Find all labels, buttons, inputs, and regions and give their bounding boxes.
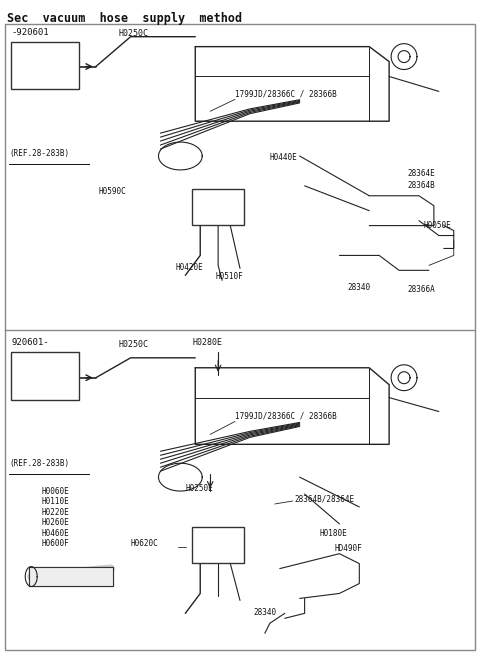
Text: H0250C: H0250C — [119, 29, 149, 37]
Text: 1799JD/28366C / 28366B: 1799JD/28366C / 28366B — [235, 411, 337, 420]
Text: H0180E: H0180E — [320, 529, 348, 538]
Text: H0510F: H0510F — [215, 273, 243, 281]
Text: H0250C: H0250C — [119, 340, 149, 349]
Bar — [12, 352, 79, 399]
Text: 28364B/28364E: 28364B/28364E — [295, 494, 355, 503]
Text: H0280E: H0280E — [192, 338, 222, 347]
Bar — [29, 566, 113, 587]
Text: 28340: 28340 — [253, 608, 276, 618]
Text: E.G.R
VLV: E.G.R VLV — [206, 191, 230, 210]
Bar — [12, 41, 79, 89]
Text: HD490F: HD490F — [335, 544, 362, 553]
Text: H0420E: H0420E — [175, 263, 203, 273]
Text: 1799JD/28366C / 28366B: 1799JD/28366C / 28366B — [235, 89, 337, 99]
Text: H0590C: H0590C — [99, 187, 127, 196]
Text: H0250E: H0250E — [185, 484, 213, 493]
Text: 28366A: 28366A — [407, 285, 435, 294]
Text: 28364E: 28364E — [407, 169, 435, 178]
Bar — [192, 189, 244, 225]
Text: H0440E: H0440E — [270, 153, 298, 162]
Text: (REF.28-283B): (REF.28-283B) — [9, 149, 70, 158]
Text: 28364B: 28364B — [407, 181, 435, 190]
Text: -920601: -920601 — [12, 28, 49, 37]
Text: H0050E: H0050E — [424, 221, 452, 230]
Text: Sec  vacuum  hose  supply  method: Sec vacuum hose supply method — [7, 12, 242, 25]
Text: E.G.R
VLV: E.G.R VLV — [206, 529, 230, 548]
Text: H0620C: H0620C — [131, 539, 158, 548]
Text: (REF.28-283B): (REF.28-283B) — [9, 459, 70, 468]
Text: VLV-SOL
(PURGE
CONTROL): VLV-SOL (PURGE CONTROL) — [26, 43, 64, 74]
Text: 28340: 28340 — [348, 283, 371, 292]
Text: H0060E
H0110E
H0220E
H0260E
H0460E
H0600F: H0060E H0110E H0220E H0260E H0460E H0600… — [41, 487, 69, 548]
Bar — [192, 527, 244, 562]
Text: 920601-: 920601- — [12, 338, 49, 347]
Text: VLV-SOL
(PURGE
CONTROL): VLV-SOL (PURGE CONTROL) — [26, 354, 64, 384]
